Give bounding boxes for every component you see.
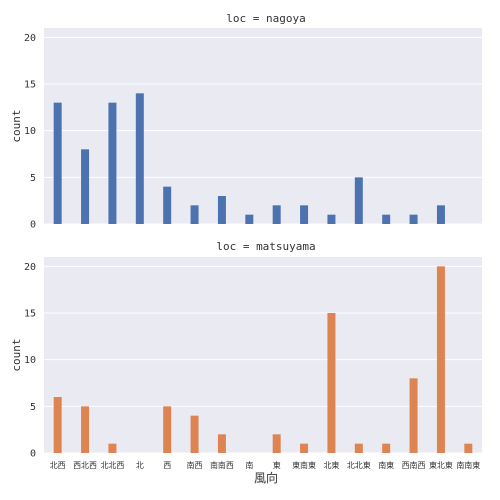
- bar-nagoya-7: [245, 214, 254, 224]
- bar-matsuyama-13: [409, 378, 418, 453]
- bar-matsuyama-1: [81, 406, 90, 453]
- y-tick-label: 5: [30, 173, 36, 184]
- bar-matsuyama-0: [53, 397, 62, 453]
- bar-nagoya-10: [327, 214, 336, 224]
- x-tick-label: 北東: [323, 460, 339, 470]
- bar-nagoya-4: [163, 186, 172, 224]
- x-tick-label: 東: [273, 460, 281, 470]
- bar-nagoya-14: [436, 205, 445, 224]
- y-axis-label-matsuyama: count: [10, 338, 23, 371]
- bar-matsuyama-4: [163, 406, 172, 453]
- x-tick-labels: 北西 西北西 北北西北西南西 南南西南東東南東 北東 北北東 南東 西南西 東北東 南南東: [50, 460, 481, 470]
- y-tick-label: 10: [24, 355, 36, 366]
- x-tick-label: 西: [163, 461, 171, 470]
- x-tick-label: 北北西: [100, 461, 124, 470]
- bar-nagoya-12: [382, 214, 391, 224]
- y-tick-label: 0: [30, 220, 36, 231]
- bar-nagoya-5: [190, 205, 199, 224]
- x-tick-label: 北: [136, 461, 144, 470]
- gridlines-matsuyama: [44, 265, 482, 454]
- panel-title-matsuyama: loc = matsuyama: [216, 240, 315, 253]
- panel-matsuyama: loc = matsuyama 0 5 10 15 20 count: [10, 240, 482, 460]
- y-tick-label: 15: [24, 309, 36, 320]
- y-tick-label: 10: [24, 126, 36, 137]
- bar-matsuyama-14: [436, 266, 445, 453]
- x-tick-label: 北西: [50, 461, 66, 470]
- y-tick-labels-matsuyama: 0 5 10 15 20: [24, 262, 36, 460]
- y-tick-label: 5: [30, 402, 36, 413]
- bar-matsuyama-6: [217, 434, 226, 453]
- y-tick-label: 20: [24, 33, 36, 44]
- x-tick-label: 西南西: [402, 460, 426, 470]
- bar-matsuyama-15: [464, 443, 473, 453]
- x-tick-label: 東南東: [292, 460, 316, 470]
- bar-nagoya-3: [135, 93, 144, 224]
- panel-nagoya: loc = nagoya 0 5 10 15 20 count: [10, 12, 482, 231]
- bars-matsuyama: [53, 266, 473, 453]
- bar-matsuyama-5: [190, 415, 199, 453]
- plot-area-matsuyama: [44, 257, 482, 453]
- bar-nagoya-0: [53, 102, 62, 224]
- y-tick-label: 0: [30, 449, 36, 460]
- bar-matsuyama-8: [272, 434, 281, 453]
- bars-nagoya: [53, 93, 445, 224]
- x-tick-label: 南東: [378, 460, 394, 470]
- bar-nagoya-9: [300, 205, 309, 224]
- panel-title-nagoya: loc = nagoya: [226, 12, 305, 25]
- x-tick-label: 北北東: [347, 460, 371, 470]
- bar-matsuyama-10: [327, 313, 336, 453]
- gridlines-nagoya: [44, 36, 482, 225]
- x-tick-label: 南西: [187, 460, 203, 470]
- x-tick-label: 東北東: [429, 460, 453, 470]
- bar-nagoya-1: [81, 149, 90, 224]
- x-tick-label: 南: [245, 460, 253, 470]
- x-axis-label: 風向: [254, 470, 278, 485]
- x-tick-label: 南南東: [456, 460, 480, 470]
- y-tick-labels-nagoya: 0 5 10 15 20: [24, 33, 36, 231]
- bar-matsuyama-11: [354, 443, 363, 453]
- bar-nagoya-6: [217, 196, 226, 224]
- y-axis-label-nagoya: count: [10, 109, 23, 142]
- x-tick-label: 西北西: [73, 461, 97, 470]
- plot-area-nagoya: [44, 28, 482, 224]
- bar-nagoya-11: [354, 177, 363, 224]
- bar-nagoya-2: [108, 102, 117, 224]
- x-tick-label: 南南西: [210, 460, 234, 470]
- y-tick-label: 15: [24, 80, 36, 91]
- bar-nagoya-8: [272, 205, 281, 224]
- y-tick-label: 20: [24, 262, 36, 273]
- bar-matsuyama-12: [382, 443, 391, 453]
- bar-matsuyama-9: [300, 443, 309, 453]
- bar-matsuyama-2: [108, 443, 117, 453]
- bar-nagoya-13: [409, 214, 418, 224]
